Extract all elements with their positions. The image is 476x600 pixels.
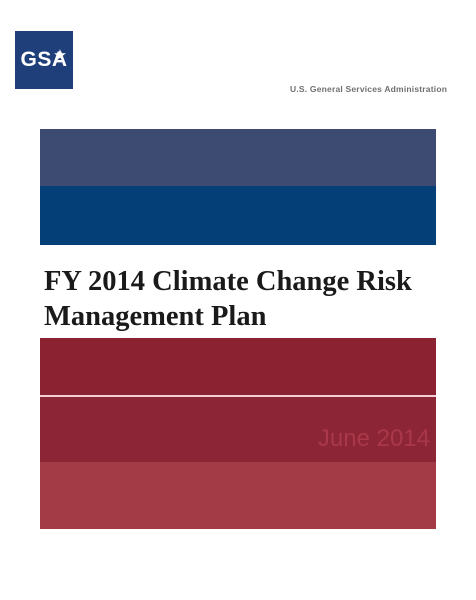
blue-band-bottom	[40, 186, 436, 245]
document-title: FY 2014 Climate Change Risk Management P…	[44, 264, 444, 334]
title-line-1: FY 2014 Climate Change Risk	[44, 266, 412, 297]
band-divider	[40, 395, 436, 397]
title-line-2: Management Plan	[44, 301, 267, 332]
star-icon	[54, 49, 66, 61]
gsa-logo: GSA	[15, 31, 73, 89]
red-band-top	[40, 338, 436, 395]
document-date: June 2014	[317, 425, 430, 452]
agency-name: U.S. General Services Administration	[290, 84, 448, 94]
blue-band-top	[40, 129, 436, 186]
red-band-middle	[40, 397, 436, 462]
red-band-bottom	[40, 462, 436, 529]
